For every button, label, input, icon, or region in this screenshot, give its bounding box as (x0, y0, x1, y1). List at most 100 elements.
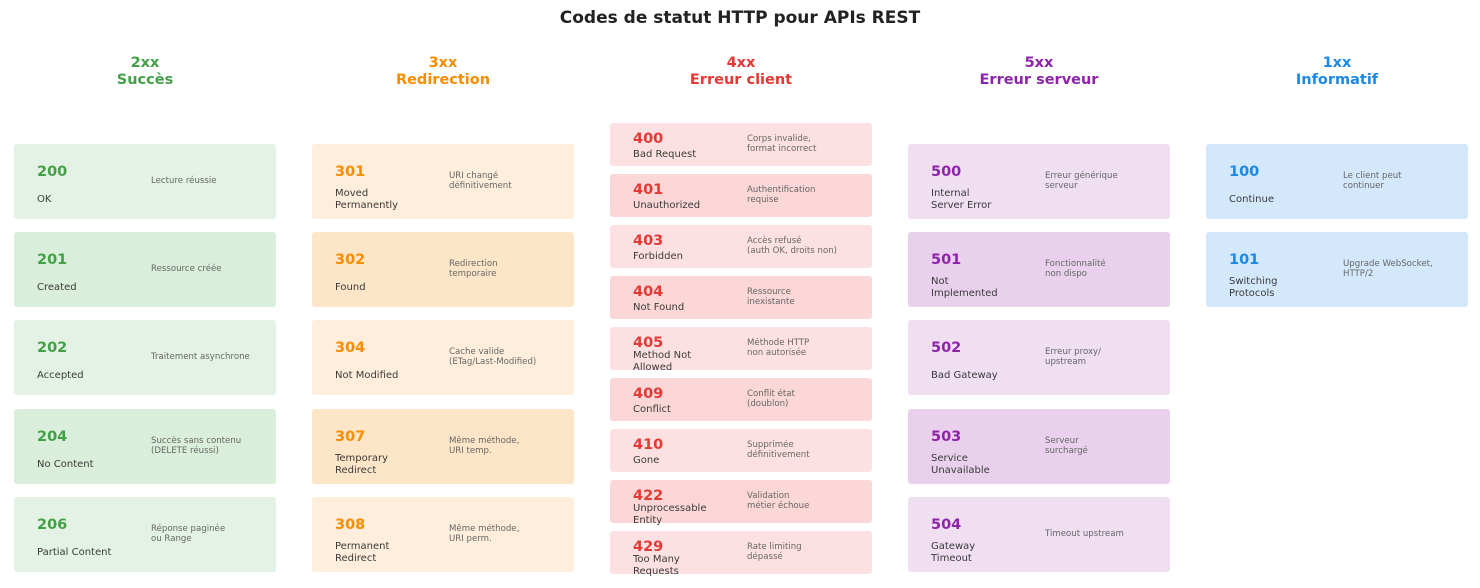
status-name: Permanent Redirect (335, 540, 390, 564)
status-name: Not Implemented (931, 276, 998, 300)
status-description: Redirection temporaire (449, 259, 498, 280)
status-description: Ressource créée (151, 264, 222, 275)
status-card-200: 200 OK Lecture réussie (14, 144, 276, 219)
status-description: Serveur surchargé (1045, 435, 1088, 456)
status-card-308: 308 Permanent Redirect Même méthode, URI p… (312, 496, 574, 572)
column-header-2xx: 2xx Succès (14, 55, 276, 89)
status-card-422: 422 Unprocessable Entity Validation métier… (610, 480, 872, 526)
status-name: OK (37, 194, 52, 205)
column-label: Erreur client (689, 72, 793, 88)
status-description: Conflit état (doublon) (747, 389, 795, 409)
status-name: Internal Server Error (931, 188, 992, 211)
status-name: Partial Content (37, 546, 112, 558)
status-name: Unauthorized (633, 200, 701, 211)
column-label: Redirection (395, 72, 491, 88)
status-name: Bad Gateway (931, 370, 998, 382)
status-name: Created (37, 282, 77, 294)
status-code: 301 (335, 164, 366, 180)
status-code: 200 (37, 164, 68, 180)
status-card-301: 301 Moved Permanently URI changé définitiv… (312, 144, 574, 219)
status-description: Corps invalide, format incorrect (747, 134, 817, 154)
status-name: Found (335, 282, 366, 294)
status-name: Forbidden (633, 251, 683, 262)
status-code: 501 (931, 252, 962, 269)
column-label: Erreur serveur (979, 72, 1099, 88)
status-card-500: 500 Internal Server Error Erreur générique… (908, 144, 1170, 219)
column-range: 4xx (726, 55, 756, 71)
status-card-304: 304 Not Modified Cache valide (ETag/Last-M… (312, 320, 574, 396)
status-code: 100 (1229, 164, 1260, 180)
status-card-307: 307 Temporary Redirect Même méthode, URI t… (312, 408, 574, 484)
status-code: 409 (633, 386, 664, 402)
status-name: Method Not Allowed (633, 350, 692, 373)
status-name: Not Found (633, 302, 685, 313)
status-card-204: 204 No Content Succès sans contenu (DELETE… (14, 408, 276, 484)
status-code: 404 (633, 284, 664, 300)
status-code: 101 (1229, 252, 1260, 269)
status-card-201: 201 Created Ressource créée (14, 232, 276, 308)
column-range: 3xx (428, 55, 458, 71)
status-name: No Content (37, 458, 94, 470)
status-description: Validation métier échoue (747, 491, 810, 511)
status-description: Même méthode, URI perm. (449, 523, 520, 544)
status-code: 429 (633, 539, 664, 555)
status-code: 206 (37, 516, 68, 533)
status-code: 308 (335, 516, 366, 533)
status-name: Continue (1229, 194, 1274, 205)
status-code: 504 (931, 516, 962, 533)
column-range: 1xx (1322, 55, 1352, 71)
status-card-302: 302 Found Redirection temporaire (312, 232, 574, 308)
status-name: Accepted (37, 370, 84, 382)
status-card-404: 404 Not Found Ressource inexistante (610, 276, 872, 319)
status-code: 401 (633, 182, 664, 198)
status-card-401: 401 Unauthorized Authentification requise (610, 174, 872, 217)
page-title: Codes de statut HTTP pour APIs REST (559, 8, 921, 28)
status-card-101: 101 Switching Protocols Upgrade WebSocket,… (1206, 232, 1468, 308)
status-name: Service Unavailable (931, 452, 990, 476)
status-description: Ressource inexistante (747, 287, 795, 307)
column-range: 5xx (1024, 55, 1054, 71)
status-code: 503 (931, 428, 962, 445)
status-description: Cache valide (ETag/Last-Modified) (449, 347, 537, 368)
status-code: 302 (335, 252, 366, 269)
status-card-410: 410 Gone Supprimée définitivement (610, 429, 872, 472)
status-description: Rate limiting dépassé (747, 542, 802, 562)
status-card-400: 400 Bad Request Corps invalide, format inc… (610, 123, 872, 166)
column-header-3xx: 3xx Redirection (312, 55, 574, 89)
status-code: 304 (335, 340, 366, 357)
status-code: 400 (633, 131, 664, 147)
status-name: Gateway Timeout (931, 540, 976, 564)
status-name: Not Modified (335, 370, 399, 382)
status-description: Fonctionnalité non dispo (1045, 259, 1106, 280)
status-description: Timeout upstream (1045, 528, 1124, 539)
status-code: 202 (37, 340, 68, 357)
status-description: Supprimée définitivement (747, 440, 810, 460)
status-code: 405 (633, 335, 664, 351)
column-label: Succès (116, 72, 174, 88)
status-card-501: 501 Not Implemented Fonctionnalité non dis… (908, 232, 1170, 308)
status-description: Accès refusé (auth OK, droits non) (747, 236, 838, 256)
status-code: 410 (633, 437, 664, 453)
status-description: Lecture réussie (151, 176, 217, 186)
column-header-4xx: 4xx Erreur client (610, 55, 872, 89)
status-description: Traitement asynchrone (151, 352, 250, 363)
status-description: Le client peut continuer (1343, 171, 1402, 191)
status-code: 204 (37, 428, 68, 445)
column-header-5xx: 5xx Erreur serveur (908, 55, 1170, 89)
column-label: Informatif (1295, 72, 1379, 88)
status-card-502: 502 Bad Gateway Erreur proxy/ upstream (908, 320, 1170, 396)
status-card-405: 405 Method Not Allowed Méthode HTTP non au… (610, 327, 872, 373)
status-name: Temporary Redirect (335, 452, 389, 476)
status-card-409: 409 Conflict Conflit état (doublon) (610, 378, 872, 421)
status-code: 502 (931, 340, 962, 357)
status-name: Moved Permanently (335, 188, 399, 211)
status-code: 307 (335, 428, 366, 445)
status-description: Réponse paginée ou Range (151, 523, 226, 544)
status-description: Upgrade WebSocket, HTTP/2 (1343, 259, 1433, 280)
status-code: 422 (633, 488, 664, 504)
status-card-429: 429 Too Many Requests Rate limiting dépass… (610, 531, 872, 577)
status-code: 201 (37, 252, 68, 269)
column-header-1xx: 1xx Informatif (1206, 55, 1468, 89)
status-card-504: 504 Gateway Timeout Timeout upstream (908, 496, 1170, 572)
status-name: Unprocessable Entity (633, 503, 707, 526)
